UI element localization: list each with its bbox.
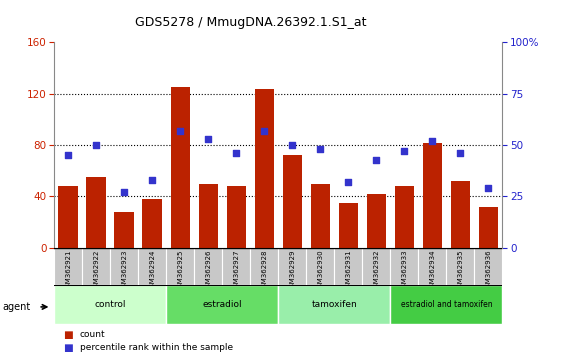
Point: [120, 189, 129, 195]
Bar: [54, 248, 82, 285]
Bar: [114, 212, 134, 248]
Bar: [166, 285, 278, 324]
Bar: [194, 248, 222, 285]
Text: GSM362923: GSM362923: [121, 250, 127, 292]
Bar: [478, 207, 498, 248]
Point: [288, 142, 297, 148]
Bar: [451, 181, 471, 248]
Text: GSM362921: GSM362921: [65, 250, 71, 292]
Text: GSM362936: GSM362936: [485, 250, 492, 292]
Point: [428, 138, 437, 144]
Bar: [222, 248, 250, 285]
Text: ■: ■: [63, 330, 73, 339]
Bar: [86, 177, 106, 248]
Point: [176, 128, 185, 133]
Text: percentile rank within the sample: percentile rank within the sample: [80, 343, 233, 352]
Text: GSM362935: GSM362935: [457, 250, 464, 292]
Bar: [110, 248, 138, 285]
Point: [64, 153, 73, 158]
Bar: [391, 248, 419, 285]
Text: GSM362928: GSM362928: [262, 250, 267, 292]
Bar: [250, 248, 279, 285]
Bar: [143, 199, 162, 248]
Text: ■: ■: [63, 343, 73, 353]
Text: GSM362927: GSM362927: [234, 250, 239, 292]
Point: [232, 150, 241, 156]
Bar: [138, 248, 166, 285]
Bar: [335, 248, 363, 285]
Point: [484, 185, 493, 191]
Bar: [423, 143, 443, 248]
Point: [148, 177, 157, 183]
Bar: [339, 203, 358, 248]
Point: [260, 128, 269, 133]
Text: GSM362925: GSM362925: [178, 250, 183, 292]
Bar: [166, 248, 194, 285]
Point: [316, 147, 325, 152]
Point: [456, 150, 465, 156]
Bar: [363, 248, 391, 285]
Text: GSM362922: GSM362922: [93, 250, 99, 292]
Bar: [279, 285, 391, 324]
Text: GSM362934: GSM362934: [429, 250, 436, 292]
Point: [400, 148, 409, 154]
Bar: [199, 184, 218, 248]
Bar: [419, 248, 447, 285]
Text: GSM362929: GSM362929: [289, 250, 295, 292]
Bar: [58, 186, 78, 248]
Text: GSM362932: GSM362932: [373, 250, 379, 292]
Text: GSM362926: GSM362926: [206, 250, 211, 292]
Bar: [227, 186, 246, 248]
Text: GSM362931: GSM362931: [345, 250, 351, 292]
Bar: [255, 89, 274, 248]
Bar: [395, 186, 414, 248]
Bar: [54, 285, 166, 324]
Bar: [171, 87, 190, 248]
Bar: [475, 248, 502, 285]
Text: GDS5278 / MmugDNA.26392.1.S1_at: GDS5278 / MmugDNA.26392.1.S1_at: [135, 16, 367, 29]
Point: [344, 179, 353, 185]
Text: GSM362924: GSM362924: [149, 250, 155, 292]
Text: agent: agent: [3, 302, 31, 312]
Text: count: count: [80, 330, 106, 339]
Text: estradiol and tamoxifen: estradiol and tamoxifen: [401, 300, 492, 309]
Point: [92, 142, 101, 148]
Point: [372, 157, 381, 162]
Bar: [283, 155, 302, 248]
Text: tamoxifen: tamoxifen: [312, 300, 357, 309]
Bar: [391, 285, 502, 324]
Bar: [279, 248, 307, 285]
Bar: [367, 194, 386, 248]
Bar: [447, 248, 475, 285]
Bar: [311, 184, 330, 248]
Text: GSM362930: GSM362930: [317, 250, 323, 292]
Text: estradiol: estradiol: [203, 300, 242, 309]
Bar: [307, 248, 335, 285]
Point: [204, 136, 213, 142]
Text: GSM362933: GSM362933: [401, 250, 408, 292]
Text: control: control: [95, 300, 126, 309]
Bar: [82, 248, 110, 285]
